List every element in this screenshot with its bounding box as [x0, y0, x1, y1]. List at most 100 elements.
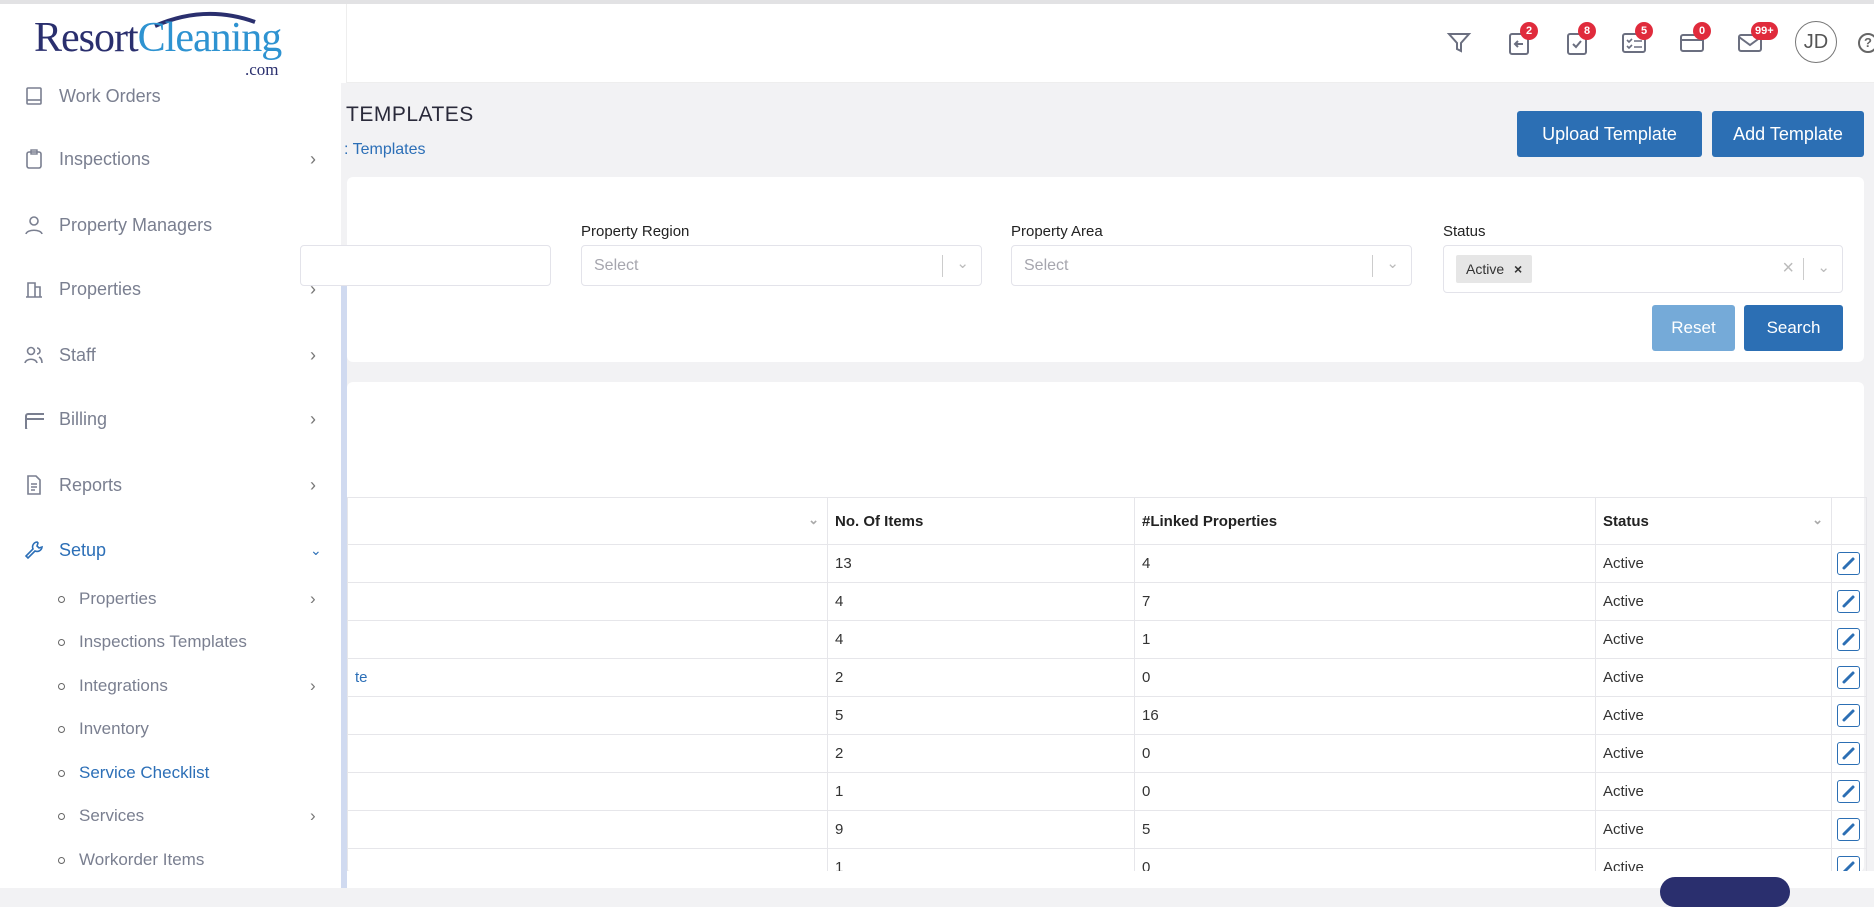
edit-icon[interactable]	[1837, 818, 1860, 841]
sidebar-item-work-orders[interactable]: Work Orders	[0, 84, 341, 108]
credit-card-icon	[24, 409, 49, 431]
clipboard-check-icon[interactable]: 8	[1564, 22, 1596, 56]
sidebar-subitem-label: Workorder Items	[79, 850, 205, 869]
table-row: 9 5 Active	[347, 810, 1867, 849]
region-placeholder: Select	[594, 257, 639, 274]
table-row: te 2 0 Active	[347, 658, 1867, 697]
search-button[interactable]: Search	[1744, 305, 1843, 351]
credit-card-icon[interactable]: 0	[1679, 22, 1711, 56]
edit-icon[interactable]	[1837, 666, 1860, 689]
linked-cell: 16	[1134, 696, 1596, 735]
name-filter-input[interactable]	[300, 245, 551, 286]
items-cell: 1	[827, 772, 1135, 811]
sidebar-subitem-integrations[interactable]: Integrations ›	[0, 670, 341, 702]
bullet-icon	[58, 595, 65, 603]
sidebar-item-setup[interactable]: Setup ⌄	[0, 538, 341, 562]
sidebar-item-properties[interactable]: Properties ›	[0, 277, 341, 301]
chip-remove-icon[interactable]: ×	[1514, 261, 1523, 277]
edit-icon[interactable]	[1837, 552, 1860, 575]
sidebar-subitem-services[interactable]: Services ›	[0, 800, 341, 832]
sidebar-subitem-inventory[interactable]: Inventory	[0, 713, 341, 745]
notification-badge: 0	[1693, 22, 1711, 40]
logo-arc	[154, 11, 256, 28]
table-row: 5 16 Active	[347, 696, 1867, 735]
sidebar-item-label: Billing	[59, 409, 108, 429]
chevron-down-icon: ⌄	[1817, 259, 1830, 276]
column-header-status[interactable]: Status ⌄	[1595, 497, 1832, 545]
edit-icon[interactable]	[1837, 742, 1860, 765]
mail-icon[interactable]: 99+	[1737, 22, 1778, 56]
sidebar-item-staff[interactable]: Staff ›	[0, 343, 341, 367]
template-name-cell[interactable]	[347, 810, 828, 849]
sidebar-item-billing[interactable]: Billing ›	[0, 407, 341, 431]
linked-cell: 4	[1134, 544, 1596, 583]
column-header-actions	[1831, 497, 1867, 545]
template-name-cell[interactable]	[347, 696, 828, 735]
linked-cell: 0	[1134, 658, 1596, 697]
floating-button[interactable]	[1660, 877, 1790, 907]
sidebar-item-label: Inspections	[59, 149, 151, 169]
template-name-cell[interactable]	[347, 582, 828, 621]
column-header-linked[interactable]: #Linked Properties	[1134, 497, 1596, 545]
help-icon[interactable]: ?	[1858, 33, 1874, 53]
sidebar-item-reports[interactable]: Reports ›	[0, 473, 341, 497]
sidebar-subitem-label: Service Checklist	[79, 763, 210, 782]
items-cell: 2	[827, 658, 1135, 697]
clipboard-icon	[24, 149, 44, 169]
edit-icon[interactable]	[1837, 704, 1860, 727]
sidebar-item-label: Work Orders	[59, 86, 161, 106]
column-header-items[interactable]: No. Of Items	[827, 497, 1135, 545]
status-cell: Active	[1595, 658, 1832, 697]
template-name-cell[interactable]	[347, 734, 828, 773]
sidebar-item-property-managers[interactable]: Property Managers	[0, 213, 341, 237]
area-select[interactable]: Select ⌄	[1011, 245, 1412, 286]
logo-text: Cleaning	[137, 15, 283, 61]
sidebar-subitem-properties[interactable]: Properties ›	[0, 583, 341, 615]
avatar[interactable]: JD	[1795, 21, 1837, 63]
add-template-button[interactable]: Add Template	[1712, 111, 1864, 157]
linked-cell: 0	[1134, 772, 1596, 811]
table-row: 4 1 Active	[347, 620, 1867, 659]
edit-icon[interactable]	[1837, 590, 1860, 613]
region-select[interactable]: Select ⌄	[581, 245, 982, 286]
users-icon	[24, 345, 44, 365]
sidebar-item-inspections[interactable]: Inspections ›	[0, 147, 341, 171]
clipboard-arrow-icon[interactable]: 2	[1506, 22, 1538, 56]
sidebar-subitem-workorder-items[interactable]: Workorder Items	[0, 844, 341, 876]
edit-icon[interactable]	[1837, 628, 1860, 651]
logo-text: Resort	[34, 15, 139, 61]
clear-icon[interactable]: ×	[1782, 257, 1794, 279]
upload-template-button[interactable]: Upload Template	[1517, 111, 1702, 157]
document-icon	[24, 475, 44, 495]
chevron-down-icon: ⌄	[1386, 255, 1399, 272]
area-label: Property Area	[1011, 223, 1103, 240]
sidebar	[0, 83, 341, 888]
table-row: 4 7 Active	[347, 582, 1867, 621]
bullet-icon	[58, 812, 65, 820]
sidebar-subitem-service-checklist[interactable]: Service Checklist	[0, 757, 341, 789]
column-header-name[interactable]: ⌄	[347, 497, 828, 545]
edit-icon[interactable]	[1837, 780, 1860, 803]
template-name-cell[interactable]	[347, 544, 828, 583]
checklist-icon[interactable]: 5	[1621, 22, 1653, 56]
chevron-right-icon: ›	[310, 409, 316, 429]
template-name-cell[interactable]	[347, 772, 828, 811]
logo[interactable]: ResortCleaning .com	[0, 4, 347, 83]
sidebar-subitem-inspections-templates[interactable]: Inspections Templates	[0, 626, 341, 658]
table-row: 1 0 Active	[347, 772, 1867, 811]
template-name-cell[interactable]: te	[347, 658, 828, 697]
template-name-cell[interactable]	[347, 620, 828, 659]
reset-button[interactable]: Reset	[1652, 305, 1735, 351]
status-select[interactable]: Active × × ⌄	[1443, 245, 1843, 293]
notification-badge: 99+	[1751, 22, 1778, 40]
status-cell: Active	[1595, 544, 1832, 583]
breadcrumb[interactable]: : Templates	[344, 141, 426, 158]
bullet-icon	[58, 856, 65, 864]
filter-icon[interactable]	[1446, 30, 1472, 56]
sidebar-scrollbar[interactable]	[341, 265, 347, 888]
bullet-icon	[58, 682, 65, 690]
book-icon	[24, 86, 44, 106]
building-icon	[24, 279, 44, 299]
chevron-down-icon: ⌄	[1812, 512, 1823, 527]
status-chip: Active ×	[1456, 255, 1533, 283]
